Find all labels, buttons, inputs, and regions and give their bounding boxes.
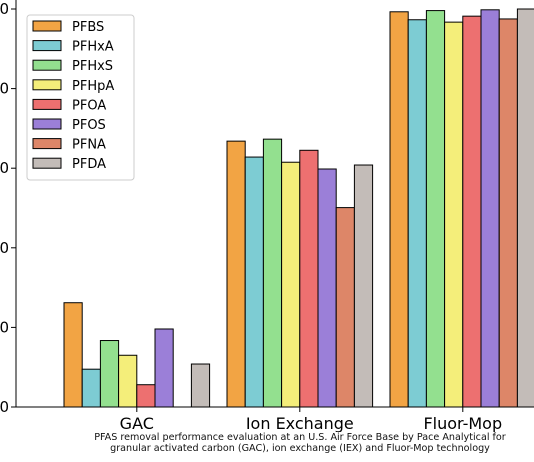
bar-pfbs-ion-exchange <box>226 140 246 408</box>
legend-swatch-pfda <box>32 157 62 169</box>
y-tick-label: 20 <box>0 318 9 336</box>
bar-pfhxa-gac <box>81 368 101 408</box>
bar-chart: 0 20 40 60 80 100 GAC Ion Exchange Fluor-Mop PF… <box>0 0 534 432</box>
legend-swatch-pfna <box>32 138 62 150</box>
bar-pfhxa-ion-exchange <box>244 156 264 408</box>
bar-pfos-fluor-mop <box>480 9 500 408</box>
legend-label-pfhxs: PFHxS <box>72 59 113 74</box>
bar-pfhxs-fluor-mop <box>425 10 446 408</box>
bar-pfhxs-ion-exchange <box>262 138 283 408</box>
caption-line-1: PFAS removal performance evaluation at a… <box>94 432 506 443</box>
bar-pfda-fluor-mop <box>516 8 534 408</box>
legend-label-pfoa: PFOA <box>72 98 106 113</box>
legend-swatch-pfos <box>32 118 62 130</box>
bar-pfna-ion-exchange <box>335 207 355 408</box>
axes <box>15 0 534 408</box>
x-tick-label: Ion Exchange <box>246 414 354 432</box>
legend: PFBS PFHxA PFHxS PFHpA PFOA PFOS PFNA PFDA <box>26 14 135 181</box>
legend-label-pfda: PFDA <box>72 157 106 172</box>
bar-pfhxs-gac <box>99 340 120 408</box>
legend-label-pfhxa: PFHxA <box>72 40 114 55</box>
legend-label-pfhpa: PFHpA <box>72 79 114 94</box>
bar-pfhpa-fluor-mop <box>444 21 464 408</box>
caption-line-2: granular activated carbon (GAC), ion exc… <box>110 443 490 454</box>
y-tick-label: 0 <box>0 398 9 416</box>
bar-pfos-ion-exchange <box>317 168 337 408</box>
bar-pfda-ion-exchange <box>353 164 374 408</box>
x-tick-label: GAC <box>120 414 154 432</box>
legend-label-pfbs: PFBS <box>72 20 104 35</box>
x-tick-label: Fluor-Mop <box>423 414 502 432</box>
y-tick-label: 40 <box>0 239 9 257</box>
bar-pfna-fluor-mop <box>498 18 518 408</box>
bar-pfhpa-gac <box>118 354 138 408</box>
bars-group <box>63 8 534 408</box>
legend-label-pfos: PFOS <box>72 118 106 133</box>
bar-pfbs-gac <box>63 302 83 408</box>
legend-swatch-pfbs <box>32 20 62 32</box>
bar-pfoa-fluor-mop <box>462 15 482 408</box>
bar-pfda-gac <box>190 363 211 408</box>
bar-pfhxa-fluor-mop <box>407 19 427 408</box>
legend-swatch-pfhxs <box>32 59 62 71</box>
bar-pfoa-gac <box>136 384 156 408</box>
bar-pfbs-fluor-mop <box>389 11 409 408</box>
figure-caption: PFAS removal performance evaluation at a… <box>0 432 534 454</box>
legend-swatch-pfhpa <box>32 79 62 91</box>
y-tick-label: 60 <box>0 159 9 177</box>
legend-swatch-pfoa <box>32 98 62 110</box>
legend-swatch-pfhxa <box>32 40 62 52</box>
y-tick-label: 80 <box>0 80 9 98</box>
x-ticks: GAC Ion Exchange Fluor-Mop <box>120 407 502 432</box>
bar-pfos-gac <box>154 328 174 408</box>
bar-pfoa-ion-exchange <box>299 149 319 408</box>
bar-pfhpa-ion-exchange <box>281 161 301 408</box>
legend-label-pfna: PFNA <box>72 138 106 153</box>
y-tick-label: 100 <box>0 0 9 18</box>
y-ticks: 0 20 40 60 80 100 <box>0 0 16 416</box>
